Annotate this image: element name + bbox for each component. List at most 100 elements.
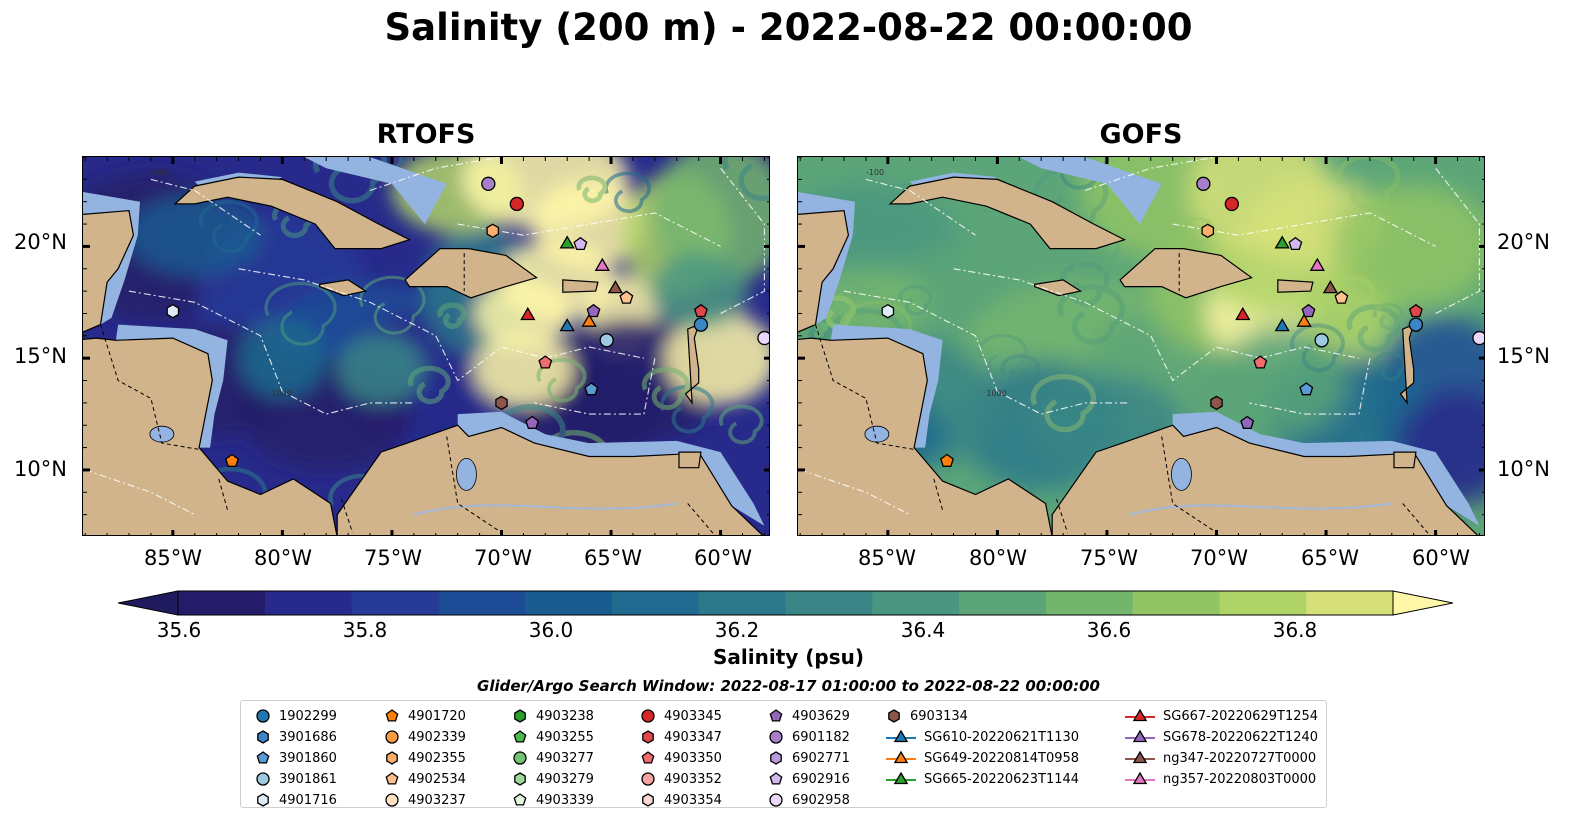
land-cuba [173, 176, 412, 250]
figure-title: Salinity (200 m) - 2022-08-22 00:00:00 [384, 6, 1193, 49]
colorbar-tick-36-2: 36.2 [714, 618, 760, 642]
legend-circle-icon [641, 709, 655, 723]
legend-label: SG610-20220621T1130 [924, 729, 1080, 745]
lon-label-75w-right: 75°W [1080, 546, 1138, 570]
land-southam [1051, 424, 1479, 535]
float-marker-8 [607, 280, 624, 294]
float-marker-21 [757, 330, 769, 346]
legend-pentagon-icon [513, 730, 527, 743]
legend-item: 4901716 [255, 790, 337, 810]
legend-label: 3901860 [279, 750, 337, 766]
float-marker-6 [573, 236, 588, 251]
legend-marker-icon [641, 709, 655, 723]
float-marker-2 [1196, 176, 1211, 191]
float-marker-16 [1299, 382, 1314, 396]
legend-pentagon-icon [385, 709, 399, 722]
lake-maracaibo [456, 458, 477, 491]
legend-label: 4903350 [664, 750, 722, 766]
legend-label: 6902916 [792, 771, 850, 787]
legend-circle-icon [256, 772, 270, 786]
lon-label-80w-left: 80°W [254, 546, 312, 570]
land [798, 176, 1479, 535]
colorbar-under-arrow [118, 590, 179, 616]
legend-item: 4902534 [384, 769, 466, 789]
legend-triangle-icon [893, 771, 909, 785]
legend-label: 4902339 [408, 729, 466, 745]
legend-circle-icon [256, 709, 270, 723]
land-yucatan [83, 209, 135, 333]
legend-label: 4903347 [664, 729, 722, 745]
legend-item: 4903347 [640, 727, 722, 747]
float-marker-20 [693, 317, 709, 332]
colorbar-segment [178, 591, 266, 615]
legend-item: ng347-20220727T0000 [1125, 748, 1316, 768]
river [1128, 502, 1392, 516]
colorbar-segment [1219, 591, 1307, 615]
legend-item: 4903352 [640, 769, 722, 789]
float-markers [881, 176, 1484, 467]
land-trinidad [678, 451, 702, 469]
float-marker-13 [581, 313, 597, 327]
legend-marker-icon [1125, 750, 1155, 764]
legend-triangle-icon [1132, 708, 1148, 722]
legend-triangle-icon [893, 750, 909, 764]
float-marker-3 [509, 196, 524, 212]
legend-label: SG667-20220629T1254 [1163, 708, 1319, 724]
legend-item: 4903339 [512, 790, 594, 810]
legend-item: SG649-20220814T0958 [886, 748, 1079, 768]
legend-item: 4903277 [512, 748, 594, 768]
float-marker-4 [1201, 223, 1215, 239]
legend-hexagon-icon [257, 730, 269, 744]
legend-item: 4903255 [512, 727, 594, 747]
colorbar-label: Salinity (psu) [712, 645, 864, 669]
land-cuba [888, 176, 1127, 250]
legend-item: 6903134 [886, 706, 968, 726]
lake-maracaibo [1171, 458, 1192, 491]
legend-pentagon-icon [385, 772, 399, 785]
legend-marker-icon [769, 793, 783, 807]
legend-label: 6901182 [792, 729, 850, 745]
svg-text:1000: 1000 [986, 389, 1006, 398]
float-marker-15 [538, 355, 553, 369]
land-hispaniola [404, 248, 538, 299]
float-marker-0 [166, 303, 180, 319]
land-hispaniola [1119, 248, 1253, 299]
salinity-colorbar [118, 590, 1453, 616]
float-marker-1 [225, 453, 239, 467]
legend-marker-icon [385, 730, 399, 744]
float-marker-12 [586, 303, 601, 318]
legend-item: 4903354 [640, 790, 722, 810]
legend-circle-icon [769, 793, 783, 807]
legend-item: SG678-20220622T1240 [1125, 727, 1318, 747]
svg-text:1000: 1000 [271, 389, 291, 398]
colorbar-segment [1306, 591, 1394, 615]
float-marker-13 [1296, 313, 1312, 327]
legend-circle-icon [769, 730, 783, 744]
river [413, 502, 677, 516]
legend-triangle-icon [893, 729, 909, 743]
legend-item: 6902771 [768, 748, 850, 768]
legend-marker-icon [257, 730, 269, 744]
panel-title-rtofs: RTOFS [376, 119, 476, 150]
legend-marker-icon [641, 772, 655, 786]
lon-label-85w-left: 85°W [144, 546, 202, 570]
lon-label-70w-left: 70°W [474, 546, 532, 570]
colorbar-segment [959, 591, 1047, 615]
legend-label: SG678-20220622T1240 [1163, 729, 1319, 745]
float-marker-21 [1472, 330, 1484, 346]
gofs-salinity-map: 1000 -100 [797, 156, 1485, 536]
legend-label: 4902355 [408, 750, 466, 766]
rtofs-map-canvas: 1000 -100 [83, 157, 769, 535]
legend-hexagon-icon [642, 730, 654, 744]
float-marker-12 [1301, 303, 1316, 318]
legend-item: 6902916 [768, 769, 850, 789]
legend-item: 4902355 [384, 748, 466, 768]
legend-label: 1902299 [279, 708, 337, 724]
float-marker-5 [1274, 235, 1290, 249]
colorbar-tick-36-8: 36.8 [1272, 618, 1318, 642]
legend-label: 4901716 [279, 792, 337, 808]
lake-nicaragua [864, 425, 890, 443]
country-borders [815, 253, 1431, 535]
frame-ticks [83, 157, 769, 535]
land-southam [336, 424, 764, 535]
